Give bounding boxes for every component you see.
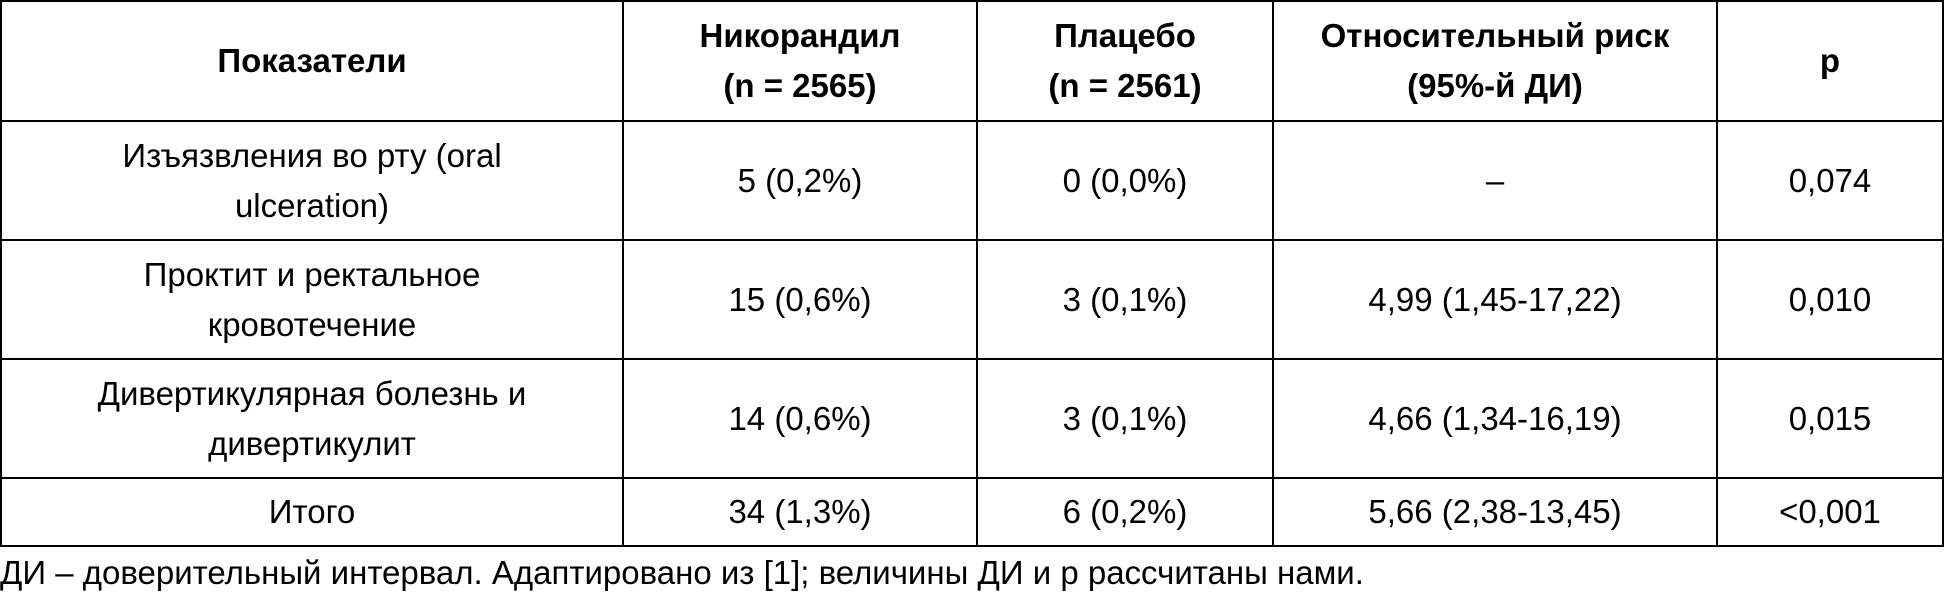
header-cell: Относительный риск (95%-й ДИ) [1272, 0, 1718, 122]
table-row: Итого 34 (1,3%) 6 (0,2%) 5,66 (2,38-13,45) <… [0, 477, 1944, 547]
table-row: Дивертикулярная болезнь и дивертикулит 14… [0, 358, 1944, 479]
table-cell: 5 (0,2%) [622, 120, 978, 241]
table-cell: <0,001 [1716, 477, 1944, 547]
table-cell: 0,074 [1716, 120, 1944, 241]
table-cell: 0,010 [1716, 239, 1944, 360]
header-cell: Показатели [0, 0, 624, 122]
table-cell: 0 (0,0%) [976, 120, 1274, 241]
table-cell: 3 (0,1%) [976, 358, 1274, 479]
table-cell: Изъязвления во рту (oral ulceration) [0, 120, 624, 241]
table-cell: Итого [0, 477, 624, 547]
table-cell: 3 (0,1%) [976, 239, 1274, 360]
table-cell: 34 (1,3%) [622, 477, 978, 547]
table-cell: 5,66 (2,38-13,45) [1272, 477, 1718, 547]
table-cell: 6 (0,2%) [976, 477, 1274, 547]
table-cell: 4,99 (1,45-17,22) [1272, 239, 1718, 360]
table-cell: 15 (0,6%) [622, 239, 978, 360]
table-cell: Проктит и ректальное кровотечение [0, 239, 624, 360]
table-cell: – [1272, 120, 1718, 241]
header-cell: p [1716, 0, 1944, 122]
table-cell: 14 (0,6%) [622, 358, 978, 479]
header-cell: Плацебо (n = 2561) [976, 0, 1274, 122]
data-table: Показатели Никорандил (n = 2565) Плацебо (… [0, 0, 1944, 547]
table-cell: 4,66 (1,34-16,19) [1272, 358, 1718, 479]
header-cell: Никорандил (n = 2565) [622, 0, 978, 122]
table-cell: 0,015 [1716, 358, 1944, 479]
table-row: Изъязвления во рту (oral ulceration) 5 (0… [0, 120, 1944, 241]
footnote: ДИ – доверительный интервал. Адаптирован… [0, 554, 1364, 591]
table-cell: Дивертикулярная болезнь и дивертикулит [0, 358, 624, 479]
table-row: Проктит и ректальное кровотечение 15 (0,6… [0, 239, 1944, 360]
header-row: Показатели Никорандил (n = 2565) Плацебо (… [0, 0, 1944, 122]
table-body: Изъязвления во рту (oral ulceration) 5 (0… [0, 120, 1944, 547]
